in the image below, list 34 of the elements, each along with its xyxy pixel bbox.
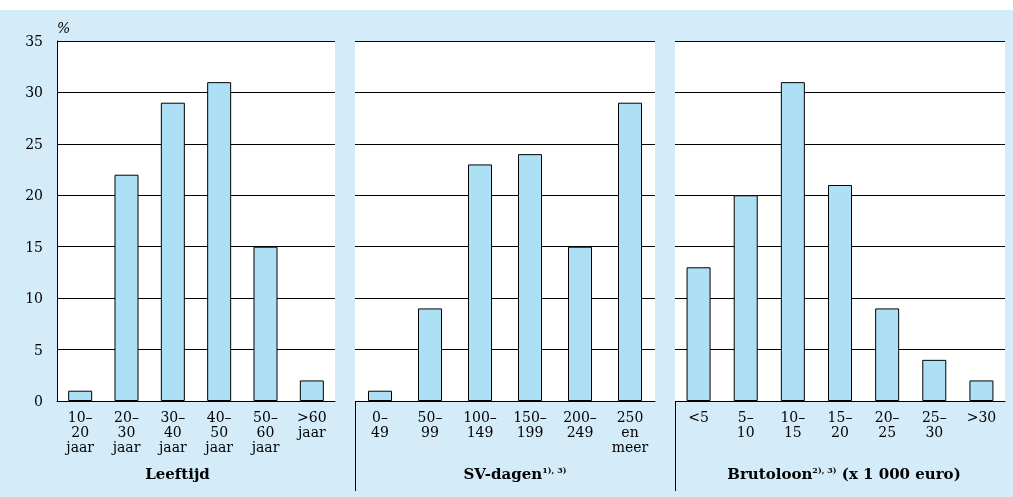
- y-tick-label: 5: [34, 341, 43, 358]
- x-tick-label: 25– 30: [921, 408, 947, 440]
- x-tick-label: 10– 15: [780, 408, 806, 440]
- x-tick-label: 150– 199: [513, 408, 547, 440]
- x-tick-label: 30– 40 jaar: [156, 408, 187, 455]
- y-tick-label: 20: [25, 187, 43, 204]
- x-tick-label: 40– 50 jaar: [203, 408, 234, 455]
- x-axis-title: Leeftijd: [144, 465, 211, 483]
- x-tick-label: 15– 20: [827, 408, 853, 440]
- y-tick-label: 30: [25, 84, 43, 101]
- x-tick-label: 50– 60 jaar: [249, 408, 280, 455]
- x-tick-label: 250 en meer: [611, 408, 649, 455]
- x-tick-label: 5– 10: [736, 408, 755, 440]
- bar: [368, 390, 392, 401]
- x-tick-label: 200– 249: [563, 408, 597, 440]
- y-tick-label: 15: [25, 238, 43, 255]
- y-tick-label: 25: [25, 135, 43, 152]
- x-tick-label: 50– 99: [417, 408, 443, 440]
- x-tick-label: 10– 20 jaar: [64, 408, 95, 455]
- bar: [969, 380, 994, 401]
- x-axis-title: Brutoloon$^{2), 3)}$ (x 1 000 euro): [726, 465, 962, 483]
- x-tick-label: <5: [688, 408, 709, 425]
- y-tick-label: 0: [34, 393, 43, 409]
- y-tick-label: 10: [25, 290, 43, 307]
- x-tick-label: >30: [966, 408, 997, 425]
- x-tick-label: 0– 49: [371, 408, 389, 440]
- x-axis-title: SV-dagen$^{1), 3)}$: [462, 465, 568, 483]
- x-tick-label: 100– 149: [463, 408, 497, 440]
- x-tick-label: >60 jaar: [295, 408, 327, 440]
- bar: [922, 359, 947, 401]
- x-tick-label: 20– 25: [874, 408, 900, 440]
- y-axis-title: %: [57, 20, 71, 36]
- y-tick-label: 35: [25, 33, 43, 49]
- x-tick-label: 20– 30 jaar: [110, 408, 141, 455]
